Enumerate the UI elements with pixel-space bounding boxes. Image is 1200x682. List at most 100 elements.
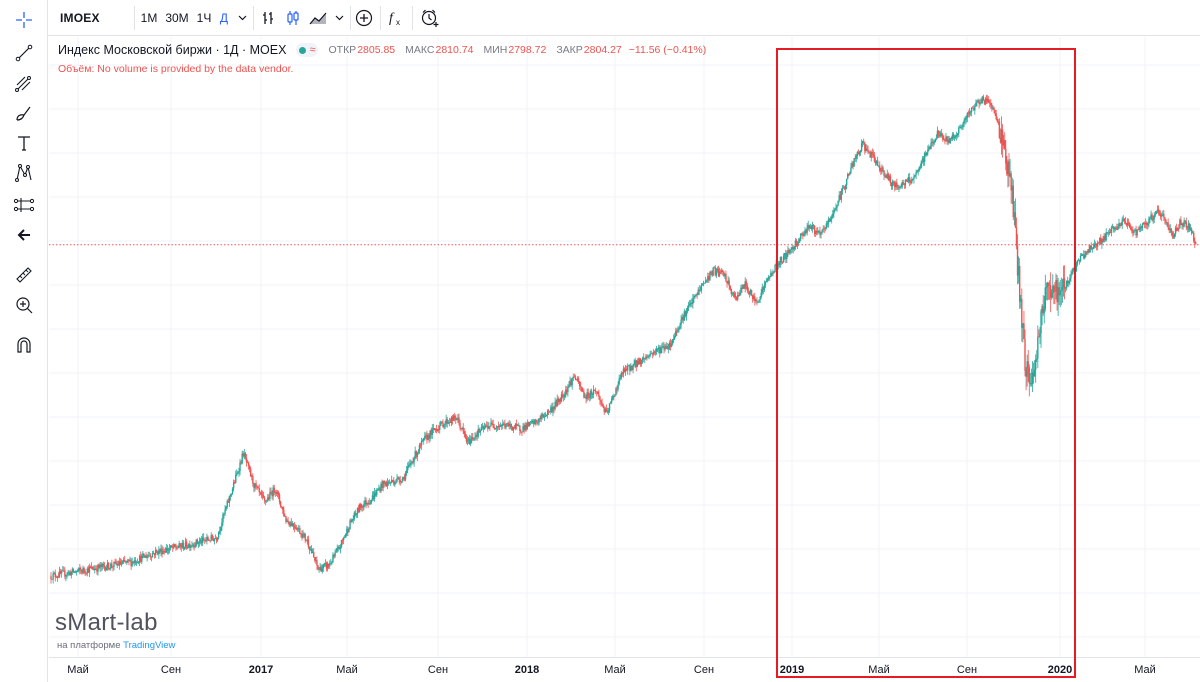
candle-body — [67, 572, 69, 575]
candle-body — [507, 422, 509, 424]
candle-body — [373, 492, 376, 499]
candle-body — [558, 398, 561, 403]
candle-body — [509, 424, 511, 427]
timeframe-button-1m[interactable]: 1М — [137, 6, 161, 30]
candle-body — [384, 482, 386, 484]
candle-body — [410, 463, 412, 464]
candle-body — [901, 182, 903, 187]
candle-body — [123, 559, 126, 562]
candle-body — [665, 346, 667, 348]
ruler-icon[interactable] — [12, 263, 36, 287]
candle-body — [360, 504, 362, 508]
candle-body — [761, 286, 763, 293]
candle-body — [999, 138, 1002, 143]
pitchfork-icon[interactable] — [12, 71, 36, 95]
candle-body — [855, 156, 857, 159]
candle-body — [643, 357, 645, 359]
candle-body — [822, 228, 824, 230]
candle-body — [1184, 220, 1186, 222]
candle-body — [280, 506, 283, 508]
compare-add-icon[interactable] — [353, 6, 375, 30]
market-status-badge[interactable]: ≈ — [296, 43, 319, 57]
candle-body — [136, 562, 139, 564]
area-chart-icon[interactable] — [307, 6, 329, 30]
candle-body — [286, 520, 288, 522]
back-arrow-icon[interactable] — [12, 223, 36, 247]
candle-body — [1009, 173, 1011, 177]
candle-body — [149, 555, 152, 557]
candle-body — [203, 537, 205, 540]
time-axis[interactable]: Май Сен 2017 Май Сен 2018 Май Сен 2019 М… — [49, 657, 1200, 682]
candle-body — [762, 286, 765, 290]
candle-body — [646, 356, 648, 358]
candle-body — [1042, 306, 1044, 314]
candle-body — [773, 271, 775, 273]
text-icon[interactable] — [12, 131, 36, 155]
candle-body — [426, 434, 428, 441]
candle-body — [859, 150, 862, 153]
candle-body — [1106, 232, 1108, 234]
candle-body — [147, 555, 149, 557]
candle-body — [1194, 241, 1196, 244]
candle-body — [1002, 140, 1005, 146]
candle-body — [726, 281, 728, 284]
magnet-icon[interactable] — [12, 333, 36, 357]
candle-body — [869, 152, 871, 158]
crosshair-icon[interactable] — [12, 8, 36, 32]
bar-chart-icon[interactable] — [257, 6, 279, 30]
candle-body — [440, 421, 442, 426]
trend-line-icon[interactable] — [12, 41, 36, 65]
price-chart[interactable] — [49, 37, 1200, 657]
candle-body — [1124, 221, 1127, 223]
candle-body — [144, 555, 146, 558]
candle-body — [400, 481, 403, 483]
candles-icon[interactable] — [282, 6, 304, 30]
alert-clock-icon[interactable] — [418, 6, 442, 30]
candle-body — [1175, 227, 1178, 231]
candle-body — [826, 223, 829, 225]
candle-body — [1084, 255, 1086, 259]
pattern-icon[interactable] — [12, 161, 36, 185]
candle-body — [605, 408, 608, 412]
platform-credit-prefix: на платформе — [57, 640, 121, 651]
candle-body — [1067, 280, 1069, 284]
candle-body — [442, 422, 444, 428]
tradingview-link[interactable]: TradingView — [123, 640, 176, 651]
chart-pane[interactable] — [49, 37, 1200, 657]
candle-body — [650, 353, 652, 355]
timeframe-button-d[interactable]: Д — [216, 6, 232, 30]
candle-body — [989, 102, 991, 104]
candle-body — [667, 348, 670, 350]
time-axis-label: Сен — [160, 664, 182, 676]
timeframe-button-30m[interactable]: 30М — [163, 6, 191, 30]
symbol-search-button[interactable]: IMOEX — [56, 6, 132, 30]
candle-body — [645, 356, 647, 359]
prediction-icon[interactable] — [12, 193, 36, 217]
candle-body — [417, 451, 420, 453]
candle-body — [976, 101, 978, 103]
candle-body — [881, 167, 883, 172]
time-axis-label: Май — [67, 664, 89, 676]
candle-body — [299, 528, 301, 534]
candle-body — [127, 559, 129, 561]
time-axis-label: 2020 — [1047, 664, 1073, 676]
candle-body — [928, 147, 930, 150]
candle-body — [226, 501, 228, 507]
zoom-in-icon[interactable] — [12, 293, 36, 317]
candle-body — [466, 439, 469, 442]
candle-body — [993, 107, 995, 111]
candle-body — [488, 426, 490, 429]
brush-icon[interactable] — [12, 101, 36, 125]
chevron-down-icon[interactable] — [332, 6, 346, 30]
series-title[interactable]: Индекс Московской биржи · 1Д · MOEX — [58, 43, 287, 57]
candle-body — [543, 416, 546, 418]
candle-body — [827, 219, 830, 224]
interval-dropdown-chevron-icon[interactable] — [235, 6, 249, 30]
candle-body — [225, 506, 227, 510]
candle-body — [555, 401, 557, 407]
timeframe-button-1h[interactable]: 1Ч — [193, 6, 215, 30]
candle-body — [899, 187, 901, 188]
candle-body — [241, 453, 243, 464]
candle-body — [452, 415, 455, 421]
